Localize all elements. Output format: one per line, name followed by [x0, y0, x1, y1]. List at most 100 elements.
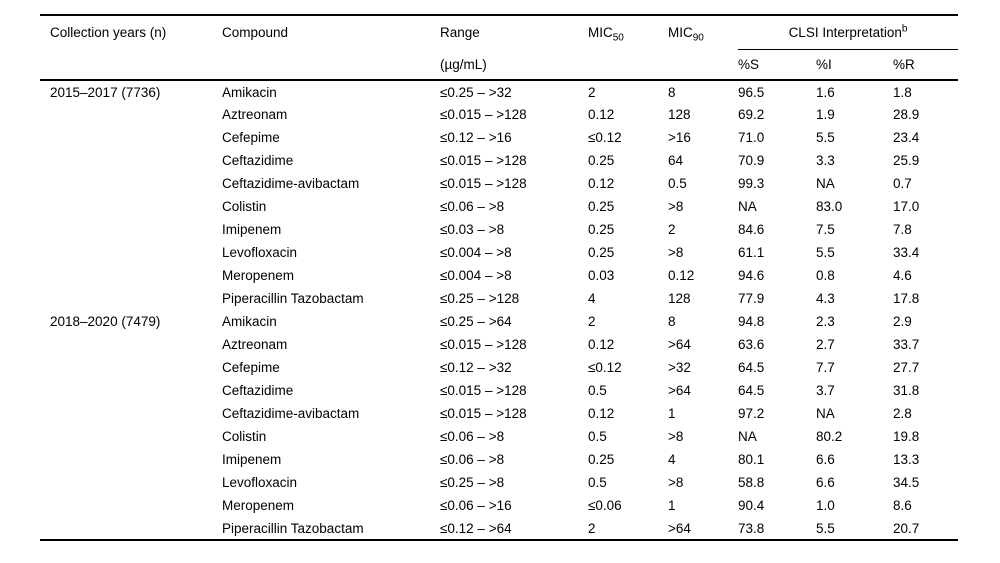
cell-mic50: 2: [588, 314, 596, 329]
cell-pct-r: 27.7: [893, 360, 920, 375]
cell-collection-years: 2018–2020 (7479): [50, 314, 161, 329]
cell-pct-r: 33.7: [893, 337, 920, 352]
cell-mic50: 0.5: [588, 429, 607, 444]
cell-range: ≤0.015 – >128: [440, 153, 527, 168]
cell-mic50: 0.25: [588, 452, 615, 467]
table-row: Meropenem ≤0.06 – >16 ≤0.06 1 90.4 1.0 8.6: [40, 494, 958, 517]
cell-compound: Ceftazidime-avibactam: [222, 406, 360, 421]
cell-compound: Aztreonam: [222, 107, 288, 122]
header-mic90-base: MIC: [668, 25, 693, 40]
cell-collection-years: [40, 379, 222, 402]
cell-pct-s: 80.1: [738, 452, 765, 467]
cell-mic50: 2: [588, 84, 596, 100]
cell-range: ≤0.004 – >8: [440, 268, 512, 283]
cell-range: ≤0.015 – >128: [440, 383, 527, 398]
cell-range: ≤0.06 – >16: [440, 498, 512, 513]
cell-pct-s: 94.6: [738, 268, 765, 283]
cell-pct-r: 4.6: [893, 268, 912, 283]
header-spacer-mic90: [668, 49, 738, 81]
cell-compound: Cefepime: [222, 130, 280, 145]
cell-mic90: >16: [668, 130, 691, 145]
table-row: 2018–2020 (7479) Amikacin ≤0.25 – >64 2 8 94.…: [40, 310, 958, 333]
cell-pct-r: 34.5: [893, 475, 920, 490]
cell-mic50: ≤0.12: [588, 360, 622, 375]
header-spacer-mic50: [588, 49, 668, 81]
cell-mic90: >8: [668, 199, 684, 214]
cell-compound: Amikacin: [222, 84, 277, 100]
cell-pct-s: NA: [738, 429, 757, 444]
cell-pct-r: 0.7: [893, 176, 912, 191]
header-mic90-subscript: 90: [692, 32, 704, 44]
cell-pct-r: 2.8: [893, 406, 912, 421]
cell-compound: Levofloxacin: [222, 245, 298, 260]
cell-pct-i: 2.7: [816, 337, 835, 352]
cell-collection-years: [40, 517, 222, 540]
cell-pct-i: 3.3: [816, 153, 835, 168]
cell-pct-i: 1.9: [816, 107, 835, 122]
cell-compound: Meropenem: [222, 498, 295, 513]
header-range-units: (µg/mL): [440, 49, 588, 81]
cell-pct-i: 5.5: [816, 245, 835, 260]
header-pct-r: %R: [893, 49, 959, 81]
cell-compound: Cefepime: [222, 360, 280, 375]
table-body: 2015–2017 (7736) Amikacin ≤0.25 – >32 2 8 96.…: [40, 80, 958, 540]
cell-pct-s: 96.5: [738, 84, 765, 100]
cell-mic90: >64: [668, 337, 691, 352]
cell-mic90: >8: [668, 429, 684, 444]
cell-pct-i: 2.3: [816, 314, 835, 329]
cell-pct-i: 4.3: [816, 291, 835, 306]
cell-range: ≤0.06 – >8: [440, 452, 505, 467]
cell-compound: Amikacin: [222, 314, 277, 329]
cell-mic90: >64: [668, 520, 691, 536]
table-row: Ceftazidime ≤0.015 – >128 0.25 64 70.9 3.3 25.…: [40, 149, 958, 172]
cell-range: ≤0.015 – >128: [440, 176, 527, 191]
cell-pct-i: 6.6: [816, 475, 835, 490]
cell-collection-years: [40, 103, 222, 126]
cell-pct-r: 23.4: [893, 130, 920, 145]
cell-mic50: ≤0.12: [588, 130, 622, 145]
susceptibility-table: Collection years (n) Compound Range MIC5…: [40, 14, 959, 541]
header-collection-years: Collection years (n): [50, 25, 167, 40]
cell-compound: Meropenem: [222, 268, 295, 283]
cell-pct-r: 13.3: [893, 452, 920, 467]
cell-mic90: >8: [668, 245, 684, 260]
table-row: Colistin ≤0.06 – >8 0.25 >8 NA 83.0 17.0: [40, 195, 958, 218]
cell-mic90: 8: [668, 84, 676, 100]
cell-compound: Aztreonam: [222, 337, 288, 352]
header-spacer-collection-years: [40, 49, 222, 81]
cell-range: ≤0.25 – >64: [440, 314, 512, 329]
cell-collection-years: [40, 218, 222, 241]
cell-pct-r: 17.8: [893, 291, 920, 306]
cell-range: ≤0.12 – >32: [440, 360, 512, 375]
cell-collection-years: [40, 448, 222, 471]
cell-compound: Piperacillin Tazobactam: [222, 291, 364, 306]
table-row: Imipenem ≤0.06 – >8 0.25 4 80.1 6.6 13.3: [40, 448, 958, 471]
cell-pct-s: NA: [738, 199, 757, 214]
cell-range: ≤0.12 – >64: [440, 520, 512, 536]
header-row-2: (µg/mL) %S %I %R: [40, 49, 959, 81]
header-mic50-subscript: 50: [612, 32, 624, 44]
table-row: Cefepime ≤0.12 – >16 ≤0.12 >16 71.0 5.5 23.4: [40, 126, 958, 149]
cell-mic90: >32: [668, 360, 691, 375]
cell-collection-years: [40, 195, 222, 218]
cell-mic90: >8: [668, 475, 684, 490]
cell-pct-i: NA: [816, 406, 835, 421]
cell-pct-r: 20.7: [893, 520, 920, 536]
cell-pct-i: 7.7: [816, 360, 835, 375]
cell-range: ≤0.015 – >128: [440, 107, 527, 122]
table-row: Colistin ≤0.06 – >8 0.5 >8 NA 80.2 19.8: [40, 425, 958, 448]
header-mic50-base: MIC: [588, 25, 613, 40]
cell-pct-r: 1.8: [893, 84, 912, 100]
table-row: Meropenem ≤0.004 – >8 0.03 0.12 94.6 0.8 4.6: [40, 264, 958, 287]
cell-pct-s: 94.8: [738, 314, 765, 329]
cell-mic90: 128: [668, 107, 691, 122]
cell-mic50: 0.12: [588, 337, 615, 352]
cell-mic90: 128: [668, 291, 691, 306]
cell-collection-years: [40, 425, 222, 448]
cell-range: ≤0.12 – >16: [440, 130, 512, 145]
cell-pct-s: 77.9: [738, 291, 765, 306]
cell-collection-years: [40, 149, 222, 172]
header-mic90: MIC90: [668, 15, 738, 49]
cell-collection-years: [40, 333, 222, 356]
